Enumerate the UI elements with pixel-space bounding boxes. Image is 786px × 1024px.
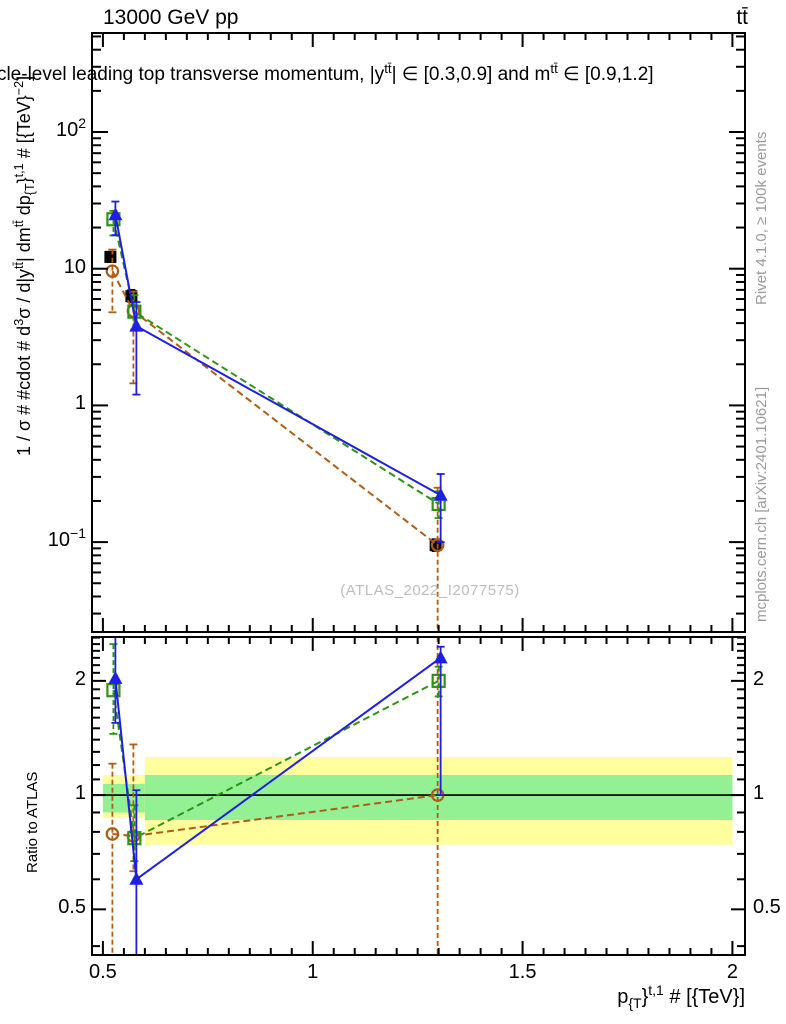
plot-title: particle-level leading top transverse mo… bbox=[0, 60, 654, 86]
y-tick-label: 10 bbox=[63, 255, 86, 278]
x-tick-label: 1 bbox=[307, 961, 319, 983]
data-point bbox=[108, 207, 123, 221]
y-tick-label: 102 bbox=[55, 115, 86, 141]
ratio-panel-frame bbox=[91, 636, 746, 956]
x-tick-label: 2 bbox=[726, 961, 738, 983]
series-pythia-8-315-default-main bbox=[108, 200, 448, 544]
title-sup-ttbar-1: tt̄ bbox=[384, 60, 392, 76]
ratio-tick-label-right: 0.5 bbox=[753, 896, 781, 919]
data-point bbox=[430, 538, 445, 552]
title-text: particle-level leading top transverse mo… bbox=[0, 64, 385, 85]
rivet-version-note: Rivet 4.1.0, ≥ 100k events bbox=[753, 131, 770, 305]
x-axis-title: p{T}t,1 # [{TeV}] bbox=[617, 982, 745, 1011]
ratio-tick-label-left: 2 bbox=[74, 667, 86, 690]
data-point bbox=[104, 250, 117, 263]
axis-title-text: 1 / σ # #cdot # d bbox=[14, 325, 34, 456]
title-sup-ttbar-2: tt̄ bbox=[550, 60, 558, 76]
data-point bbox=[433, 650, 448, 664]
y-tick-label: 1 bbox=[74, 392, 86, 415]
axis-ticks bbox=[92, 33, 745, 955]
series-line bbox=[111, 270, 439, 546]
series-line bbox=[112, 794, 438, 838]
series-herwig-2-7-1-default-main bbox=[105, 248, 445, 632]
data-point bbox=[431, 673, 446, 688]
axis-title-text: # [{TeV}] bbox=[663, 986, 745, 1008]
ratio-tick-label-left: 0.5 bbox=[58, 896, 86, 919]
band-band_green bbox=[102, 783, 145, 813]
axis-title-sup: tt̄ bbox=[12, 220, 27, 228]
data-point bbox=[108, 670, 123, 684]
data-point bbox=[105, 264, 120, 278]
ratio-tick-label-left: 1 bbox=[74, 782, 86, 805]
beam-energy-label: 13000 GeV pp bbox=[103, 6, 239, 29]
axis-title-sub: {T bbox=[23, 183, 38, 196]
axis-title-text: p bbox=[617, 986, 629, 1008]
data-point bbox=[129, 871, 144, 885]
process-label: tt̄ bbox=[736, 6, 748, 29]
x-tick-label: 1.5 bbox=[508, 961, 537, 983]
axis-title-sup: 3 bbox=[12, 318, 27, 326]
axis-title-sub: {T bbox=[628, 994, 642, 1011]
analysis-watermark: (ATLAS_2022_I2077575) bbox=[340, 582, 520, 599]
axis-title-sup: −2 bbox=[12, 80, 27, 96]
series-herwig-7-2-1-default-main bbox=[106, 209, 446, 519]
band-band_green bbox=[144, 774, 733, 820]
data-point bbox=[105, 827, 120, 841]
y-tick-label: 10−1 bbox=[47, 525, 86, 552]
axis-title-sup: t,1 bbox=[12, 163, 27, 178]
title-text-2: | ∈ [0.3,0.9] and m bbox=[391, 64, 551, 85]
series-pythia-8-315-default-ratio bbox=[108, 637, 448, 955]
axis-title-text: dp bbox=[14, 195, 34, 221]
main-panel-frame bbox=[91, 32, 746, 633]
data-point bbox=[106, 683, 121, 698]
axis-title-sup: t,1 bbox=[648, 982, 664, 999]
ratio-tick-label-right: 1 bbox=[753, 782, 765, 805]
series-line bbox=[112, 219, 440, 505]
axis-title-text: } bbox=[641, 986, 649, 1008]
series-line bbox=[114, 214, 442, 497]
data-point bbox=[129, 318, 144, 332]
title-text-3: ∈ [0.9,1.2] bbox=[557, 64, 654, 85]
x-tick-label: 0.5 bbox=[89, 961, 117, 983]
ratio-uncertainty-bands bbox=[102, 757, 733, 845]
ratio-tick-label-right: 2 bbox=[753, 667, 765, 690]
data-point bbox=[433, 487, 448, 501]
data-point bbox=[127, 831, 142, 846]
